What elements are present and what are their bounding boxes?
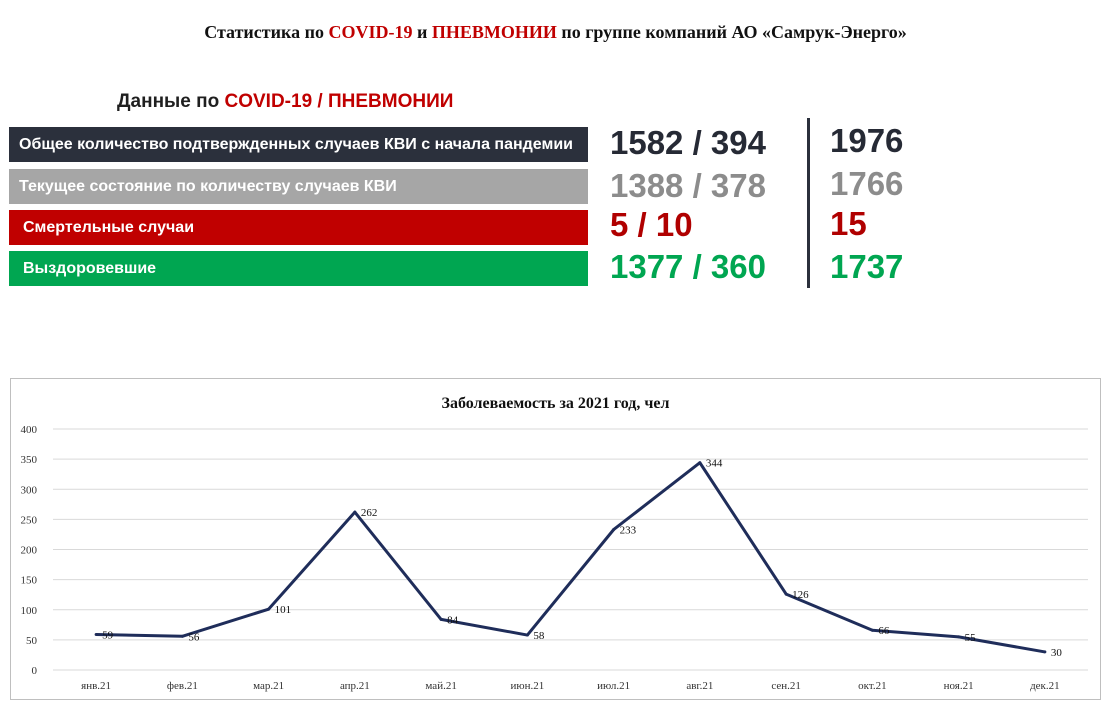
x-tick-label: окт.21: [858, 680, 886, 692]
data-label: 66: [878, 625, 890, 637]
y-tick-label: 350: [21, 454, 38, 466]
x-tick-label: ноя.21: [944, 680, 974, 692]
summary-row-label: Смертельные случаи: [23, 218, 195, 236]
data-point: [267, 607, 271, 611]
data-label: 126: [792, 589, 809, 601]
x-tick-label: июн.21: [511, 680, 545, 692]
y-tick-label: 300: [21, 484, 38, 496]
y-tick-label: 400: [21, 424, 38, 436]
incidence-line-chart-svg: 0 50 100 150 200 250 300 350 400 янв.21 фев.21 мар.…: [21, 424, 1088, 692]
incidence-chart: Заболеваемость за 2021 год, чел 0 50 100 15…: [10, 378, 1101, 700]
current-sum-value: 1766: [830, 165, 904, 202]
data-label: 30: [1051, 647, 1063, 659]
data-label: 101: [275, 604, 292, 616]
data-point: [180, 634, 184, 638]
x-tick-label: мар.21: [253, 680, 284, 692]
data-label: 84: [447, 614, 459, 626]
x-tick-label: янв.21: [81, 680, 111, 692]
summary-row-label: Выздоровевшие: [23, 259, 157, 277]
x-tick-label: сен.21: [771, 680, 801, 692]
data-point: [525, 633, 529, 637]
data-point: [784, 592, 788, 596]
recovered-sum-value: 1737: [830, 248, 904, 285]
y-tick-label: 50: [26, 635, 38, 647]
summary-row-total-confirmed: Общее количество подтвержденных случаев …: [9, 127, 588, 162]
chart-title: Заболеваемость за 2021 год, чел: [441, 395, 670, 412]
page-title: Статистика по COVID-19 и ПНЕВМОНИИ по гр…: [0, 22, 1111, 43]
data-label: 56: [188, 631, 200, 643]
title-pneumonia: ПНЕВМОНИИ: [431, 22, 557, 42]
title-part2: по группе компаний АО «Самрук-Энерго»: [556, 22, 907, 42]
summary-heading: Данные по COVID-19 / ПНЕВМОНИИ: [117, 91, 453, 113]
y-tick-label: 0: [32, 665, 38, 677]
data-point: [439, 617, 443, 621]
summary-heading-highlight: COVID-19 / ПНЕВМОНИИ: [224, 91, 454, 112]
data-label: 58: [533, 630, 545, 642]
values-divider: [807, 118, 810, 288]
summary-row-label: Текущее состояние по количеству случаев …: [19, 177, 397, 195]
data-point: [1043, 650, 1047, 654]
y-tick-label: 200: [21, 545, 38, 557]
summary-row-label: Общее количество подтвержденных случаев …: [19, 135, 573, 153]
data-point: [957, 635, 961, 639]
x-tick-label: авг.21: [686, 680, 713, 692]
x-tick-label: дек.21: [1030, 680, 1060, 692]
summary-row-current: Текущее состояние по количеству случаев …: [9, 169, 588, 204]
summary-heading-prefix: Данные по: [117, 91, 225, 112]
total-confirmed-sum-value: 1976: [830, 122, 904, 159]
summary-row-recovered: Выздоровевшие: [9, 251, 588, 286]
data-label: 233: [620, 525, 637, 537]
x-tick-label: май.21: [425, 680, 456, 692]
title-and: и: [412, 22, 432, 42]
y-tick-label: 100: [21, 605, 38, 617]
x-tick-label: апр.21: [340, 680, 370, 692]
total-confirmed-split-value: 1582 / 394: [610, 124, 766, 161]
recovered-split-value: 1377 / 360: [610, 248, 766, 285]
current-split-value: 1388 / 378: [610, 167, 766, 204]
deaths-split-value: 5 / 10: [610, 206, 693, 243]
x-tick-label: фев.21: [167, 680, 198, 692]
data-point: [94, 632, 98, 636]
title-part1: Статистика по: [204, 22, 329, 42]
data-point: [353, 510, 357, 514]
title-covid: COVID-19: [328, 22, 413, 42]
data-label: 59: [102, 629, 114, 641]
data-point: [698, 461, 702, 465]
data-point: [612, 528, 616, 532]
data-label: 262: [361, 507, 378, 519]
deaths-sum-value: 15: [830, 205, 867, 242]
y-tick-label: 150: [21, 575, 38, 587]
y-tick-label: 250: [21, 514, 38, 526]
x-tick-label: июл.21: [597, 680, 630, 692]
incidence-series-line: [96, 461, 1046, 654]
data-point: [870, 628, 874, 632]
data-label: 344: [706, 458, 723, 470]
data-label: 55: [965, 632, 977, 644]
summary-row-deaths: Смертельные случаи: [9, 210, 588, 245]
